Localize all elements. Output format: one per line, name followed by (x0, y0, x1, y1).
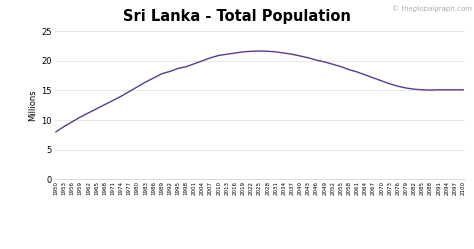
Y-axis label: Millions: Millions (28, 89, 37, 121)
Text: Sri Lanka - Total Population: Sri Lanka - Total Population (123, 9, 351, 24)
Text: © theglobalgraph.com: © theglobalgraph.com (392, 5, 472, 12)
